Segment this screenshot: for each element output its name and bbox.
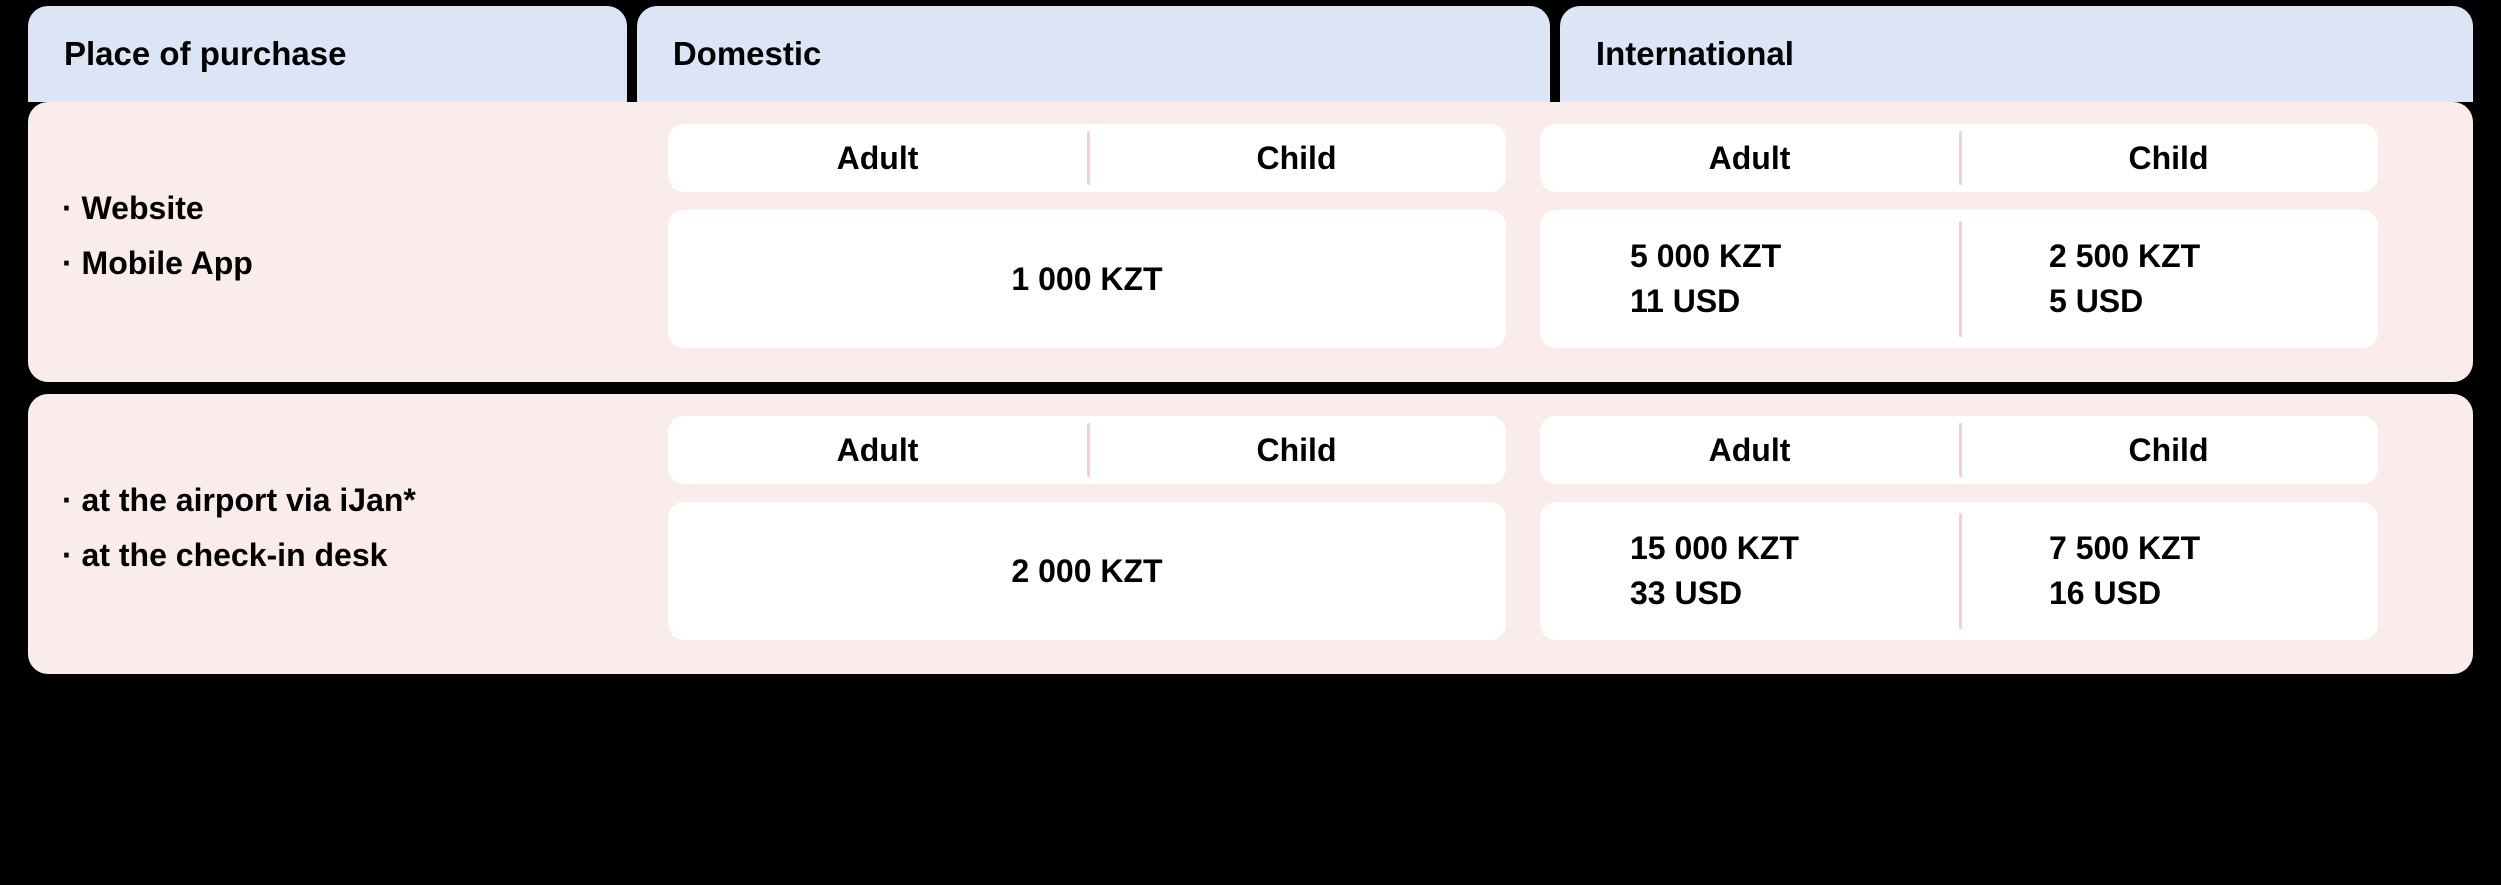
domestic-subheader: Adult Child bbox=[668, 124, 1506, 192]
place-cell: · at the airport via iJan* · at the chec… bbox=[28, 416, 668, 640]
adult-label: Adult bbox=[837, 140, 919, 177]
child-label: Child bbox=[1257, 432, 1337, 469]
international-price: 15 000 KZT 33 USD 7 500 KZT 16 USD bbox=[1540, 502, 2378, 640]
place-cell: · Website · Mobile App bbox=[28, 124, 668, 348]
table-row: · at the airport via iJan* · at the chec… bbox=[28, 394, 2473, 674]
child-label: Child bbox=[2129, 432, 2209, 469]
international-cell: Adult Child 5 000 KZT 11 USD 2 500 KZT 5… bbox=[1540, 124, 2412, 348]
price-kzt: 7 500 KZT bbox=[2049, 526, 2200, 571]
price-kzt: 5 000 KZT bbox=[1630, 234, 1781, 279]
price-usd: 5 USD bbox=[2049, 279, 2143, 324]
international-price: 5 000 KZT 11 USD 2 500 KZT 5 USD bbox=[1540, 210, 2378, 348]
domestic-subheader: Adult Child bbox=[668, 416, 1506, 484]
header-international: International bbox=[1560, 6, 2473, 102]
international-cell: Adult Child 15 000 KZT 33 USD 7 500 KZT … bbox=[1540, 416, 2412, 640]
table-row: · Website · Mobile App Adult Child 1 000… bbox=[28, 102, 2473, 382]
international-subheader: Adult Child bbox=[1540, 124, 2378, 192]
domestic-price: 1 000 KZT bbox=[668, 210, 1506, 348]
pricing-table: Place of purchase Domestic International… bbox=[0, 0, 2501, 885]
domestic-cell: Adult Child 2 000 KZT bbox=[668, 416, 1540, 640]
place-bullet: · at the airport via iJan* bbox=[62, 482, 668, 519]
adult-label: Adult bbox=[837, 432, 919, 469]
adult-label: Adult bbox=[1709, 432, 1791, 469]
international-subheader: Adult Child bbox=[1540, 416, 2378, 484]
price-value: 1 000 KZT bbox=[1011, 257, 1162, 302]
child-label: Child bbox=[2129, 140, 2209, 177]
domestic-price: 2 000 KZT bbox=[668, 502, 1506, 640]
price-usd: 11 USD bbox=[1630, 279, 1740, 324]
place-bullet: · at the check-in desk bbox=[62, 537, 668, 574]
header-domestic: Domestic bbox=[637, 6, 1550, 102]
header-row: Place of purchase Domestic International bbox=[28, 0, 2473, 102]
header-place: Place of purchase bbox=[28, 6, 627, 102]
price-kzt: 15 000 KZT bbox=[1630, 526, 1799, 571]
place-bullet: · Website bbox=[62, 190, 668, 227]
price-value: 2 000 KZT bbox=[1011, 549, 1162, 594]
adult-label: Adult bbox=[1709, 140, 1791, 177]
price-usd: 33 USD bbox=[1630, 571, 1742, 616]
child-label: Child bbox=[1257, 140, 1337, 177]
domestic-cell: Adult Child 1 000 KZT bbox=[668, 124, 1540, 348]
place-bullet: · Mobile App bbox=[62, 245, 668, 282]
price-kzt: 2 500 KZT bbox=[2049, 234, 2200, 279]
price-usd: 16 USD bbox=[2049, 571, 2161, 616]
